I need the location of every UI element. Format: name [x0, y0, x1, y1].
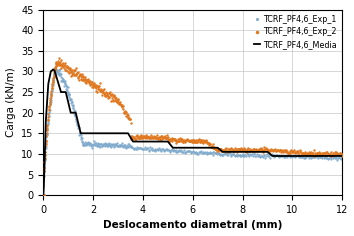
- TCRF_PF4,6_Exp_1: [216, 151, 221, 154]
- TCRF_PF4,6_Exp_2: [56, 57, 61, 60]
- TCRF_PF4,6_Media: [340, 155, 344, 157]
- Line: TCRF_PF4,6_Media: TCRF_PF4,6_Media: [43, 69, 342, 195]
- X-axis label: Deslocamento diametral (mm): Deslocamento diametral (mm): [103, 220, 282, 230]
- TCRF_PF4,6_Exp_2: [95, 91, 99, 94]
- TCRF_PF4,6_Exp_2: [340, 152, 344, 155]
- TCRF_PF4,6_Exp_1: [337, 156, 341, 158]
- TCRF_PF4,6_Exp_1: [141, 148, 145, 151]
- TCRF_PF4,6_Exp_2: [190, 141, 194, 144]
- TCRF_PF4,6_Media: [55, 79, 59, 82]
- TCRF_PF4,6_Media: [266, 150, 270, 153]
- TCRF_PF4,6_Media: [67, 104, 71, 107]
- TCRF_PF4,6_Exp_1: [52, 66, 57, 69]
- TCRF_PF4,6_Exp_2: [272, 148, 276, 151]
- TCRF_PF4,6_Exp_2: [64, 65, 69, 68]
- TCRF_PF4,6_Exp_2: [41, 193, 45, 196]
- TCRF_PF4,6_Exp_1: [229, 153, 233, 156]
- Legend: TCRF_PF4,6_Exp_1, TCRF_PF4,6_Exp_2, TCRF_PF4,6_Media: TCRF_PF4,6_Exp_1, TCRF_PF4,6_Exp_2, TCRF…: [252, 14, 338, 50]
- TCRF_PF4,6_Media: [51, 68, 56, 71]
- TCRF_PF4,6_Media: [64, 91, 68, 93]
- TCRF_PF4,6_Exp_1: [129, 146, 133, 148]
- Line: TCRF_PF4,6_Exp_1: TCRF_PF4,6_Exp_1: [42, 67, 343, 196]
- TCRF_PF4,6_Exp_1: [41, 194, 45, 197]
- TCRF_PF4,6_Exp_2: [336, 152, 341, 155]
- TCRF_PF4,6_Media: [130, 139, 135, 142]
- TCRF_PF4,6_Media: [57, 83, 61, 86]
- TCRF_PF4,6_Exp_2: [240, 148, 244, 151]
- TCRF_PF4,6_Media: [41, 194, 45, 197]
- Line: TCRF_PF4,6_Exp_2: TCRF_PF4,6_Exp_2: [42, 57, 343, 196]
- TCRF_PF4,6_Exp_1: [340, 158, 344, 161]
- TCRF_PF4,6_Exp_1: [140, 148, 144, 151]
- Y-axis label: Carga (kN/m): Carga (kN/m): [6, 67, 16, 137]
